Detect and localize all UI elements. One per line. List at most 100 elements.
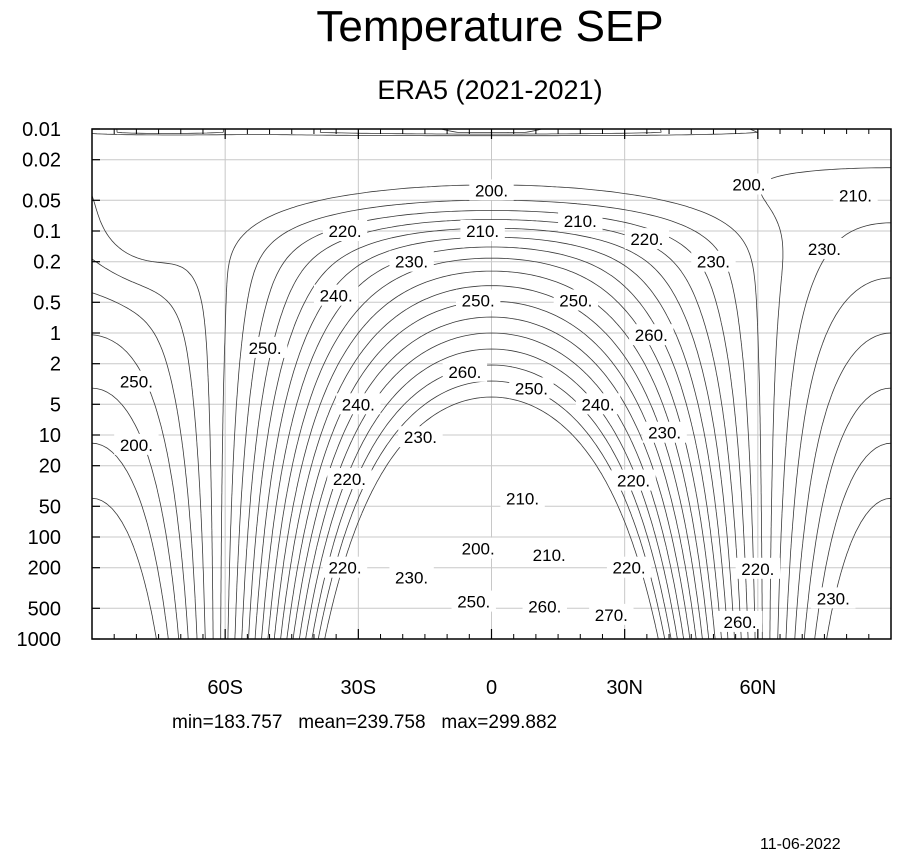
contour-label-bg [527,543,572,565]
contour-label-bg [389,250,434,272]
contour-label: 220. [328,222,361,241]
y-tick-label: 0.05 [22,190,61,212]
contour-label-bg [313,284,359,306]
contour-label: 220. [741,560,774,579]
y-tick-label: 20 [39,456,61,478]
contour-label-bg [726,173,772,195]
contour-label: 260. [528,597,561,616]
stats-line: min=183.757 mean=239.758 max=299.882 [172,712,557,734]
contour-label: 230. [808,240,841,259]
y-tick-label: 100 [28,527,61,549]
contour-label: 200. [120,436,153,455]
contour-label: 230. [648,424,681,443]
contour-label: 240. [342,395,375,414]
contour-label: 240. [581,395,614,414]
contour-label: 260. [635,326,668,345]
y-tick-label: 0.02 [22,150,61,172]
contour-label: 200. [462,540,495,559]
contour-label-bg [833,184,878,206]
contour-label-bg [389,566,434,588]
stat-mean: mean=239.758 [298,712,426,733]
x-tick-label: 60N [739,677,776,699]
x-tick-label: 0 [486,677,497,699]
contour-label-bg [642,421,687,443]
contour-label: 230. [395,569,428,588]
y-tick-label: 500 [28,598,61,620]
contour-label: 210. [564,212,597,231]
x-tick-label: 60S [207,677,243,699]
contour-label-bg [522,595,567,617]
contour-line [91,387,892,640]
contour-label-bg [606,556,652,578]
contour-label-bg [336,393,381,415]
contour-label: 230. [395,253,428,272]
y-tick-label: 0.5 [33,292,61,314]
chart-title: Temperature SEP [316,2,664,51]
contour-label-bg [455,289,501,311]
contour-label-bg [691,250,736,272]
contour-label: 230. [404,428,437,447]
contour-line [91,497,892,640]
contour-label-bg [558,210,603,232]
contour-label-bg [629,324,674,346]
stat-max: max=299.882 [441,712,558,733]
chart-subtitle: ERA5 (2021-2021) [377,75,603,105]
contour-label-bg [553,289,599,311]
contour-label: 230. [697,253,730,272]
contour-label: 250. [249,339,282,358]
contour-label: 210. [506,490,539,509]
contour-label-bg [575,393,621,415]
contour-label: 260. [448,363,481,382]
contour-label: 240. [320,287,353,306]
contour-label: 270. [595,606,628,625]
contour-label: 230. [817,589,850,608]
contour-label-bg [589,603,634,625]
y-tick-label: 0.2 [33,252,61,274]
contour-line [91,128,892,640]
x-tick-label: 30N [606,677,643,699]
contour-label: 250. [120,373,153,392]
y-tick-label: 50 [39,496,61,518]
contour-line [220,184,763,639]
contour-label-bg [460,220,505,241]
y-tick-label: 5 [50,394,61,416]
contour-label-bg [322,220,368,241]
contour-label: 250. [457,593,490,612]
contour-label-bg [455,537,501,559]
contour-label-bg [327,467,372,489]
contour-label-bg [322,556,368,578]
y-tick-label: 1000 [17,629,62,651]
contour-labels: 200. 200. 210. 220. 210. 210. 220. 230. 230. 230.… [114,173,878,632]
y-tick-label: 2 [50,354,61,376]
y-tick-label: 1 [50,323,61,345]
contour-label: 200. [475,181,508,200]
y-tick-label: 0.01 [22,119,61,141]
contour-label: 250. [559,291,592,310]
contour-label-bg [114,370,159,392]
contour-label-bg [242,336,288,358]
contour-label-bg [811,587,856,609]
contour-label-bg [624,228,670,250]
contour-label: 220. [328,559,361,578]
contour-label: 210. [466,222,499,241]
y-tick-label: 200 [28,558,61,580]
contour-label-bg [442,360,488,382]
contour-label-bg [611,469,656,491]
contour-label: 220. [333,470,366,489]
contour-label: 210. [839,187,872,206]
contour-label-bg [114,433,159,455]
y-tick-label: 0.1 [33,221,61,243]
contour-label: 200. [732,175,765,194]
contour-label-bg [500,487,545,509]
contour-label: 220. [617,472,650,491]
date-stamp: 11-06-2022 [760,836,841,853]
contour-label-bg [717,610,763,632]
stat-min: min=183.757 [172,712,283,733]
contour-label-bg [735,557,781,579]
contour-label-bg [509,377,554,399]
contour-label-bg [451,590,496,612]
contour-label-bg [398,426,443,448]
contour-label: 250. [515,379,548,398]
y-tick-label: 10 [39,425,61,447]
